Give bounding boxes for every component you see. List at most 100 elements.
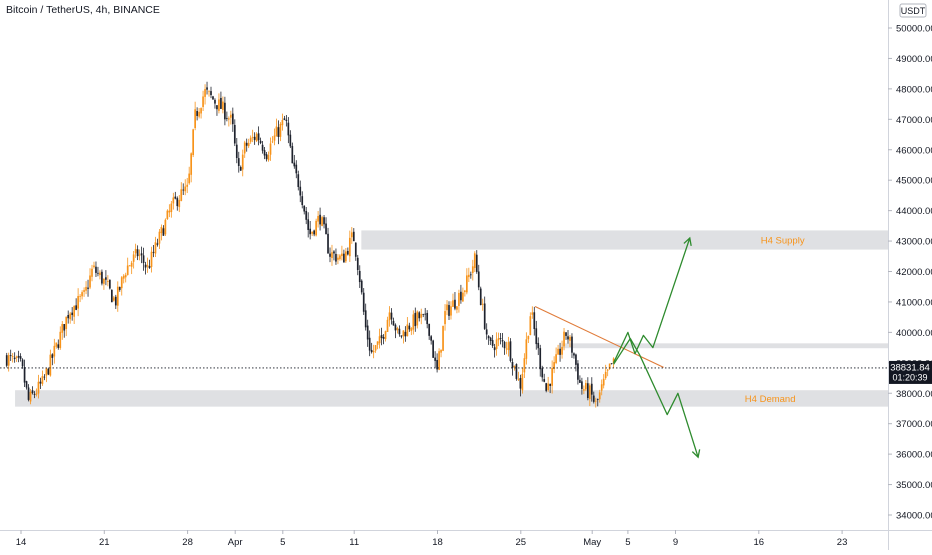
candle — [533, 306, 536, 336]
candle-body — [404, 331, 407, 337]
candle — [321, 215, 323, 227]
candle-body — [146, 265, 149, 267]
candle-body — [606, 369, 609, 371]
candle — [386, 316, 389, 333]
candle — [57, 339, 60, 350]
candle — [499, 332, 502, 345]
candle-body — [315, 220, 317, 236]
zone-rect — [15, 390, 889, 407]
candle — [501, 333, 504, 348]
candle — [563, 328, 565, 351]
candle — [87, 279, 89, 297]
y-tick-label: 37000.00 — [896, 419, 932, 430]
candle-body — [469, 274, 472, 276]
candle — [235, 138, 238, 164]
candle-body — [55, 342, 58, 347]
candle — [231, 107, 234, 132]
candle — [27, 384, 30, 402]
candle-body — [563, 331, 565, 347]
candle — [460, 284, 462, 304]
candle — [214, 98, 216, 109]
currency-badge[interactable]: USDT — [899, 3, 927, 18]
candle — [112, 295, 115, 302]
candle — [77, 288, 79, 317]
candle-body — [434, 357, 436, 361]
candle-body — [132, 254, 135, 262]
candle — [237, 151, 240, 173]
candle-body — [535, 328, 538, 345]
candle — [350, 227, 353, 244]
candle-body — [241, 154, 244, 170]
candle — [283, 115, 286, 121]
candle-body — [13, 357, 16, 360]
candle — [120, 276, 123, 296]
candle — [99, 270, 101, 280]
candle-body — [271, 141, 274, 143]
candle-body — [59, 331, 62, 348]
candle — [307, 212, 310, 238]
candle-body — [333, 251, 335, 254]
candle — [182, 183, 185, 195]
candle — [444, 304, 446, 331]
candle-body — [327, 233, 329, 254]
candle-body — [497, 338, 500, 341]
candle-body — [87, 287, 89, 289]
candle-body — [279, 124, 282, 137]
candle — [255, 132, 258, 143]
candle-body — [152, 251, 155, 253]
candle-body — [541, 368, 544, 378]
candle — [184, 179, 187, 196]
candle-body — [176, 198, 179, 207]
candle-body — [368, 337, 371, 351]
candle — [63, 324, 66, 338]
candle — [489, 336, 492, 345]
candle-body — [491, 340, 494, 346]
candle-body — [354, 242, 357, 257]
candle — [368, 330, 371, 357]
candle — [581, 377, 583, 395]
candle-body — [126, 265, 129, 275]
candles-layer — [5, 81, 615, 408]
candle — [466, 268, 468, 295]
candle-body — [586, 383, 589, 399]
candle — [126, 257, 129, 276]
candle — [464, 289, 466, 297]
candle-body — [200, 108, 202, 114]
candle — [140, 246, 143, 264]
candle — [432, 339, 434, 358]
candle — [39, 377, 42, 389]
candle — [75, 298, 77, 311]
candle-body — [233, 124, 236, 144]
candle — [43, 374, 46, 381]
candle-body — [5, 355, 8, 366]
candle-body — [337, 257, 339, 260]
candle — [575, 353, 577, 372]
y-tick-label: 49000.00 — [896, 54, 932, 65]
candle-body — [531, 312, 534, 315]
y-tick-label: 45000.00 — [896, 176, 932, 187]
candle — [124, 272, 127, 283]
candle-body — [446, 304, 448, 311]
candle — [422, 313, 425, 318]
candle-body — [226, 118, 228, 119]
candle — [456, 306, 458, 314]
candle-body — [384, 331, 387, 340]
candle — [604, 364, 607, 380]
candle-body — [29, 391, 32, 402]
candle — [495, 332, 498, 356]
candle — [549, 383, 552, 394]
candle — [190, 152, 193, 183]
candle — [366, 319, 369, 347]
candle-body — [220, 97, 222, 109]
candle-body — [158, 231, 161, 244]
candle — [204, 84, 206, 105]
x-tick-label: 9 — [673, 537, 678, 548]
candle — [81, 290, 83, 300]
candle — [257, 126, 260, 146]
candle — [347, 247, 349, 256]
candle — [523, 353, 526, 379]
candle-body — [569, 336, 571, 341]
candle — [23, 359, 26, 387]
candle — [610, 363, 613, 365]
